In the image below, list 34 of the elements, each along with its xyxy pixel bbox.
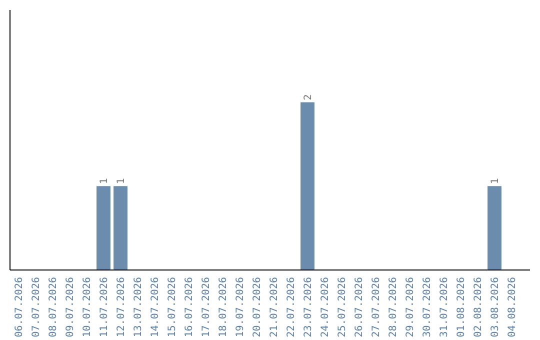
x-tick-label: 16.07.2026	[184, 277, 195, 338]
x-tick-label: 20.07.2026	[252, 277, 263, 338]
x-tick-label: 02.08.2026	[473, 277, 484, 338]
x-tick-label: 01.08.2026	[456, 277, 467, 338]
x-tick-label: 30.07.2026	[422, 277, 433, 338]
x-tick-label: 19.07.2026	[235, 277, 246, 338]
data-label: 1	[116, 178, 127, 184]
x-tick-label: 29.07.2026	[405, 277, 416, 338]
x-tick-label: 15.07.2026	[167, 277, 178, 338]
x-tick-label: 04.08.2026	[507, 277, 518, 338]
data-label: 2	[303, 94, 314, 100]
data-label: 1	[490, 178, 501, 184]
x-tick-label: 31.07.2026	[439, 277, 450, 338]
x-tick-label: 12.07.2026	[116, 277, 127, 338]
x-tick-label: 03.08.2026	[490, 277, 501, 338]
x-tick-label: 22.07.2026	[286, 277, 297, 338]
x-tick-label: 11.07.2026	[99, 277, 110, 338]
x-tick-label: 23.07.2026	[303, 277, 314, 338]
x-tick-label: 13.07.2026	[133, 277, 144, 338]
x-tick-label: 25.07.2026	[337, 277, 348, 338]
x-tick-label: 27.07.2026	[371, 277, 382, 338]
x-tick-label: 07.07.2026	[31, 277, 42, 338]
x-tick-label: 06.07.2026	[14, 277, 25, 338]
x-tick-label: 24.07.2026	[320, 277, 331, 338]
x-tick-label: 09.07.2026	[65, 277, 76, 338]
x-tick-label: 18.07.2026	[218, 277, 229, 338]
x-tick-label: 17.07.2026	[201, 277, 212, 338]
x-tick-label: 28.07.2026	[388, 277, 399, 338]
x-tick-label: 14.07.2026	[150, 277, 161, 338]
x-tick-label: 08.07.2026	[48, 277, 59, 338]
x-tick-label: 10.07.2026	[82, 277, 93, 338]
x-tick-label: 26.07.2026	[354, 277, 365, 338]
x-tick-label: 21.07.2026	[269, 277, 280, 338]
data-label: 1	[99, 178, 110, 184]
